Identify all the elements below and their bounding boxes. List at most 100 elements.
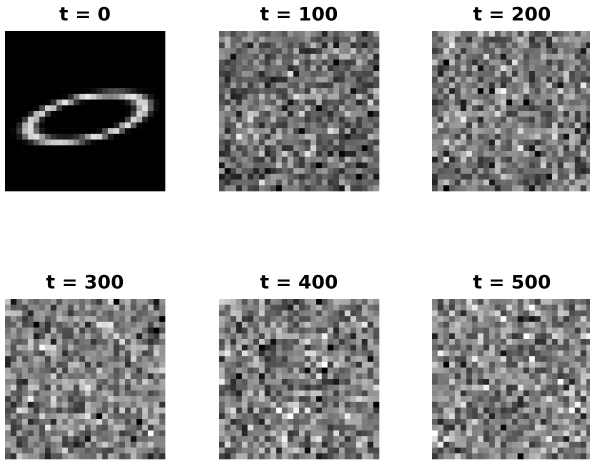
pixel (466, 122, 472, 128)
pixel (569, 419, 575, 425)
pixel (79, 180, 85, 186)
pixel (575, 157, 581, 163)
pixel (242, 180, 248, 186)
pixel (270, 31, 276, 37)
pixel (85, 128, 91, 134)
pixel (455, 157, 461, 163)
pixel (131, 134, 137, 140)
pixel (472, 442, 478, 448)
pixel (362, 157, 368, 163)
pixel (125, 140, 131, 146)
pixel (466, 310, 472, 316)
pixel (79, 31, 85, 37)
pixel (236, 100, 242, 106)
pixel (5, 185, 11, 191)
pixel (569, 448, 575, 454)
pixel (529, 128, 535, 134)
pixel (159, 140, 165, 146)
pixel (265, 316, 271, 322)
pixel (51, 37, 57, 43)
pixel (581, 128, 587, 134)
pixel (345, 419, 351, 425)
pixel (242, 31, 248, 37)
pixel (74, 430, 80, 436)
pixel (125, 396, 131, 402)
pixel (322, 390, 328, 396)
pixel (316, 185, 322, 191)
pixel (265, 328, 271, 334)
pixel (432, 368, 438, 374)
pixel (586, 105, 590, 111)
pixel (51, 299, 57, 305)
pixel (28, 162, 34, 168)
pixel (119, 430, 125, 436)
pixel (443, 448, 449, 454)
pixel (242, 402, 248, 408)
pixel (328, 408, 334, 414)
pixel (310, 390, 316, 396)
pixel (373, 333, 379, 339)
pixel (74, 448, 80, 454)
pixel (56, 174, 62, 180)
pixel (270, 425, 276, 431)
pixel (586, 117, 590, 123)
pixel (62, 185, 68, 191)
pixel (495, 145, 501, 151)
pixel (552, 82, 558, 88)
pixel (512, 333, 518, 339)
pixel (501, 408, 507, 414)
pixel (114, 356, 120, 362)
pixel (28, 42, 34, 48)
pixel (328, 390, 334, 396)
pixel (495, 77, 501, 83)
pixel (322, 430, 328, 436)
pixel (443, 413, 449, 419)
pixel (11, 122, 17, 128)
pixel (310, 350, 316, 356)
pixel (305, 396, 311, 402)
pixel (119, 134, 125, 140)
pixel (299, 128, 305, 134)
pixel (276, 436, 282, 442)
pixel (362, 60, 368, 66)
pixel (552, 385, 558, 391)
pixel (119, 448, 125, 454)
pixel (248, 77, 254, 83)
pixel (449, 350, 455, 356)
pixel (225, 71, 231, 77)
pixel (546, 94, 552, 100)
pixel (253, 31, 259, 37)
pixel (5, 117, 11, 123)
pixel (518, 345, 524, 351)
pixel (102, 430, 108, 436)
pixel (102, 82, 108, 88)
pixel (569, 368, 575, 374)
pixel (299, 442, 305, 448)
pixel (293, 413, 299, 419)
pixel (125, 60, 131, 66)
pixel (270, 111, 276, 117)
pixel (91, 71, 97, 77)
pixel (85, 42, 91, 48)
pixel (265, 174, 271, 180)
pixel (11, 105, 17, 111)
pixel (136, 180, 142, 186)
pixel (16, 430, 22, 436)
pixel (541, 48, 547, 54)
pixel (34, 373, 40, 379)
pixel (362, 77, 368, 83)
pixel (28, 31, 34, 37)
pixel (114, 65, 120, 71)
pixel (552, 408, 558, 414)
pixel (581, 339, 587, 345)
pixel (242, 111, 248, 117)
pixel (339, 448, 345, 454)
pixel (368, 339, 374, 345)
pixel (443, 425, 449, 431)
pixel (558, 134, 564, 140)
pixel (432, 82, 438, 88)
pixel (506, 419, 512, 425)
pixel (523, 71, 529, 77)
pixel (159, 419, 165, 425)
pixel (16, 42, 22, 48)
